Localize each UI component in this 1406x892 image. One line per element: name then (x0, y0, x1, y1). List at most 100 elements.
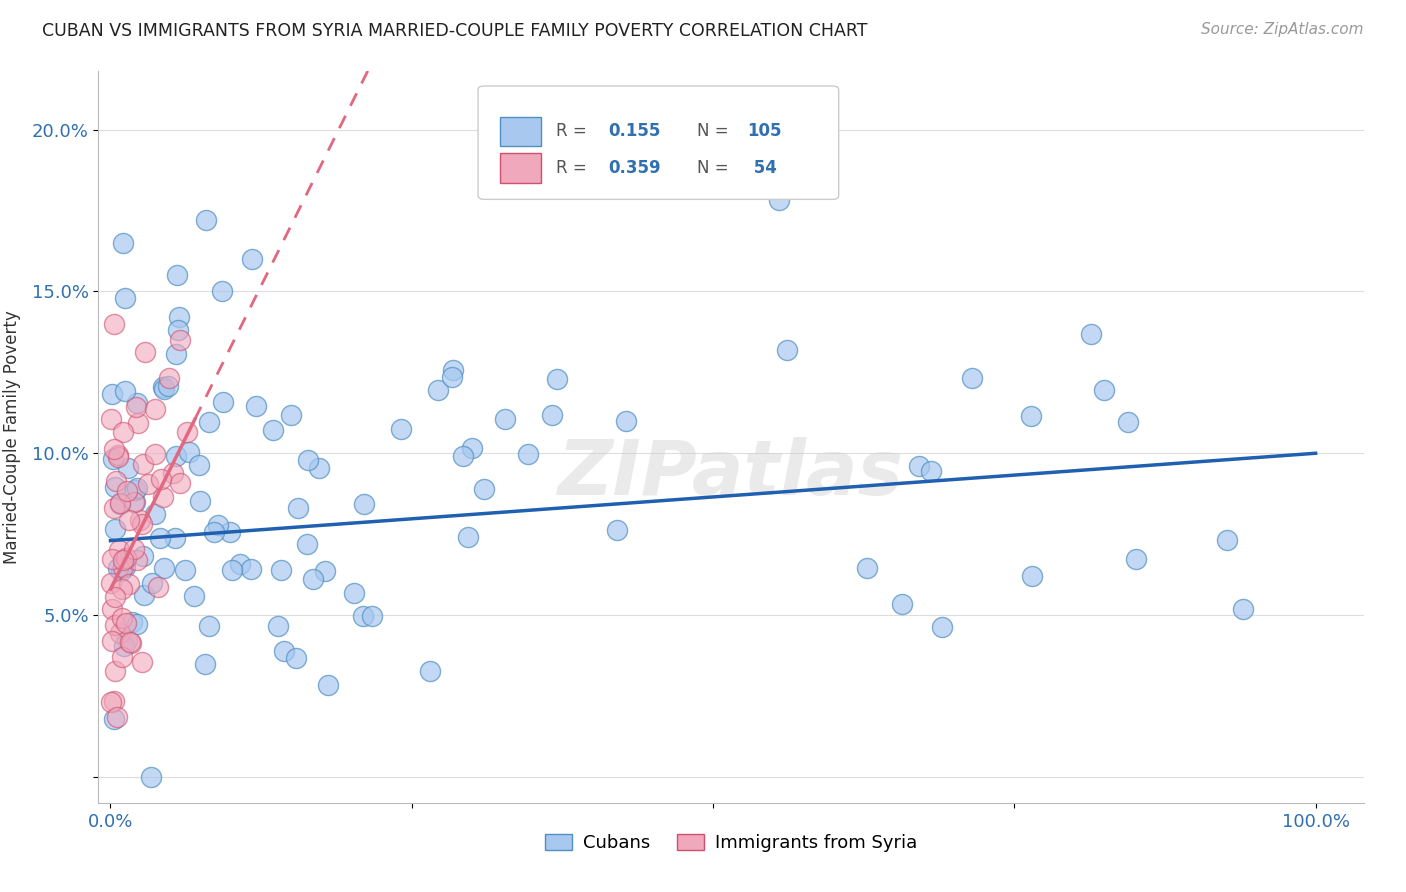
Point (776, 343, 799, 357)
Point (104, 475, 127, 489)
Point (110, 625, 132, 640)
Point (129, 513, 152, 527)
Bar (499, 153, 541, 183)
Point (110, 564, 132, 578)
Point (280, 409, 302, 423)
Point (121, 615, 143, 629)
Point (1080, 327, 1102, 342)
Point (101, 633, 124, 648)
Point (111, 649, 134, 664)
Point (461, 441, 484, 455)
Point (132, 549, 155, 563)
Point (441, 363, 464, 377)
Point (143, 402, 166, 417)
Point (111, 559, 134, 574)
Point (115, 616, 138, 631)
Point (103, 317, 125, 331)
Point (156, 379, 179, 393)
Point (457, 530, 479, 544)
Point (143, 508, 166, 522)
Point (100, 411, 122, 425)
Point (302, 572, 325, 586)
Point (115, 551, 138, 566)
Point (173, 563, 195, 577)
Point (111, 582, 134, 596)
Point (101, 387, 124, 401)
Point (287, 501, 309, 516)
Point (114, 384, 136, 398)
Point (157, 370, 180, 384)
Point (141, 770, 163, 784)
Text: Source: ZipAtlas.com: Source: ZipAtlas.com (1201, 22, 1364, 37)
Point (245, 400, 267, 414)
Point (187, 458, 209, 472)
Point (166, 450, 188, 464)
Point (1092, 383, 1115, 397)
Point (108, 496, 131, 510)
Point (124, 495, 146, 509)
Point (153, 561, 176, 575)
Point (101, 451, 124, 466)
Point (240, 562, 263, 576)
Point (127, 617, 149, 632)
Text: CUBAN VS IMMIGRANTS FROM SYRIA MARRIED-COUPLE FAMILY POVERTY CORRELATION CHART: CUBAN VS IMMIGRANTS FROM SYRIA MARRIED-C… (42, 22, 868, 40)
Y-axis label: Married-Couple Family Poverty: Married-Couple Family Poverty (3, 310, 21, 564)
Point (285, 650, 308, 665)
Point (891, 597, 914, 611)
Text: 54: 54 (748, 159, 776, 177)
Point (441, 370, 464, 384)
Point (219, 524, 242, 539)
Point (165, 346, 187, 360)
Point (183, 589, 205, 603)
Point (100, 695, 122, 709)
Point (115, 633, 138, 648)
Point (1019, 409, 1042, 424)
Point (1232, 601, 1254, 615)
Point (194, 657, 217, 671)
Point (101, 552, 124, 566)
Point (127, 417, 149, 431)
Point (474, 483, 496, 497)
Point (107, 561, 129, 575)
FancyBboxPatch shape (478, 86, 838, 200)
Point (908, 459, 931, 474)
Text: N =: N = (697, 122, 734, 140)
Point (198, 415, 221, 429)
Point (152, 490, 174, 504)
Point (125, 552, 148, 566)
Point (266, 619, 288, 633)
Point (103, 500, 125, 515)
Point (960, 370, 983, 384)
Point (353, 496, 375, 510)
Point (105, 710, 128, 724)
Point (169, 476, 191, 491)
Point (118, 635, 141, 649)
Point (122, 542, 145, 557)
Point (134, 588, 156, 602)
Point (297, 453, 319, 467)
Point (136, 477, 159, 491)
Point (228, 558, 250, 572)
Point (132, 457, 155, 471)
Point (112, 639, 135, 653)
Point (221, 563, 243, 577)
Point (103, 712, 125, 726)
Point (117, 460, 139, 475)
Point (122, 495, 145, 509)
Point (202, 525, 225, 540)
Point (131, 516, 153, 531)
Point (606, 523, 628, 537)
Point (111, 556, 134, 570)
Text: ZIPatlas: ZIPatlas (558, 437, 904, 510)
Point (104, 664, 127, 678)
Point (920, 464, 942, 478)
Point (614, 414, 637, 428)
Point (1216, 533, 1239, 547)
Point (494, 411, 516, 425)
Point (546, 372, 568, 386)
Point (108, 497, 131, 511)
Point (162, 467, 184, 481)
Point (149, 531, 172, 545)
Point (931, 620, 953, 634)
Point (118, 577, 141, 591)
